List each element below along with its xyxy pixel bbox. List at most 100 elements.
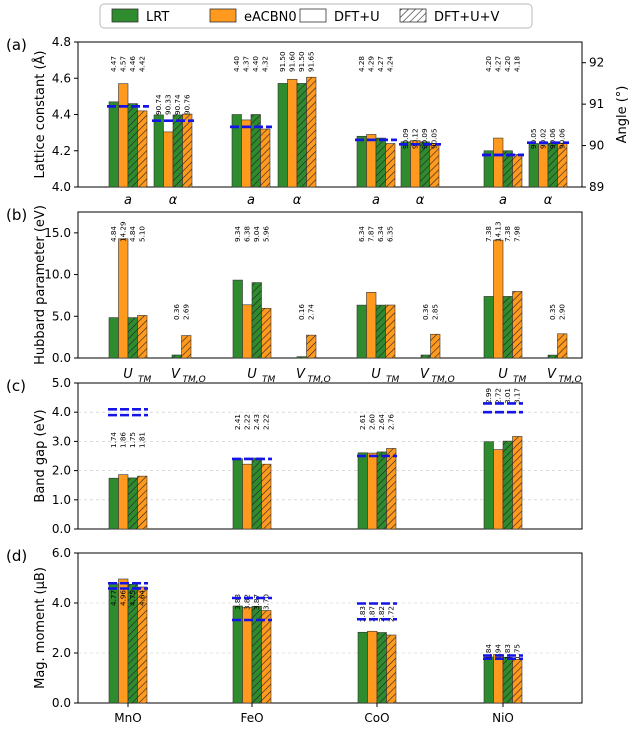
panel-b-CoO-xlabel-U-sub: TM — [386, 375, 399, 385]
panel-b-MnO-U-bar-1 — [118, 238, 129, 359]
panel-c-yticklabel-4: 4.0 — [52, 405, 71, 419]
panel-a-MnO-a-bar-1 — [118, 83, 129, 188]
panel-b-CoO-V-bar-0-hatch — [421, 354, 431, 358]
panel-a-NiO-alpha-bar-0 — [528, 143, 539, 188]
panel-a-lattice: (a) 4.0 4.2 4.4 4.6 4.8 Lattice constant (Å) 89… — [6, 35, 630, 208]
panel-b-MnO-V-label-1: 2.69 — [182, 304, 191, 320]
panel-b-yticklabel-3: 15.0 — [44, 226, 71, 240]
panel-d-CoO-bar-3-hatch — [386, 635, 396, 703]
panel-b-FeO-V-bar-0-hatch — [297, 356, 307, 358]
panel-a-yticklabel-3: 4.6 — [52, 71, 71, 85]
panel-a-MnO-alpha-bar-2-hatch — [173, 114, 183, 187]
panel-d-label: (d) — [6, 547, 27, 565]
panel-a-CoO-alpha-bar-2-hatch — [420, 141, 430, 187]
panel-a-CoO-xlabel-a: a — [372, 193, 380, 208]
panel-d-yticklabel-1: 2.0 — [52, 646, 71, 660]
panel-b-NiO-V-label-0: 0.35 — [548, 304, 557, 320]
panel-b-NiO-U-label-1: 14.13 — [494, 221, 503, 242]
panel-a-label: (a) — [6, 36, 27, 54]
panel-c-NiO-bar-1 — [493, 449, 504, 530]
panel-b-NiO-xlabel-U: U — [498, 367, 508, 382]
panel-a-y2ticklabel-0: 89 — [589, 180, 604, 194]
panel-a-FeO-alpha-bar-3-hatch — [306, 77, 316, 187]
panel-a-CoO-a-bar-0 — [356, 135, 367, 188]
panel-a-NiO-alpha-label-1: 90.02 — [539, 128, 548, 149]
panel-c-FeO-bar-2-hatch — [252, 458, 262, 529]
panel-c-FeO-bar-0 — [232, 458, 243, 530]
panel-c-CoO-label-3: 2.76 — [387, 414, 396, 430]
panel-b-FeO-xlabel-V-sub: TM,O — [308, 375, 331, 385]
panel-d-FeO-label-0: 3.88 — [233, 594, 242, 610]
panel-c-yticklabel-3: 3.0 — [52, 434, 71, 448]
panel-a-ylabel: Lattice constant (Å) — [32, 51, 48, 179]
panel-b-FeO-U-label-1: 6.38 — [243, 226, 252, 242]
panel-a-CoO-a-label-2: 4.27 — [376, 56, 385, 72]
panel-c-MnO-label-1: 1.86 — [119, 432, 128, 448]
panel-c-ylabel: Band gap (eV) — [33, 409, 48, 502]
panel-b-MnO-U-label-1: 14.29 — [119, 221, 128, 242]
panel-d-FeO-bar-3-hatch — [261, 610, 271, 703]
panel-c-MnO-bar-1 — [118, 474, 129, 530]
panel-b-MnO-U-label-2: 4.84 — [128, 226, 137, 242]
panel-b-FeO-U-bar-1 — [242, 304, 253, 359]
panel-b-CoO-V-label-0: 0.36 — [421, 304, 430, 320]
panel-b-MnO-U-label-0: 4.84 — [109, 226, 118, 242]
panel-a-FeO-a-label-3: 4.32 — [261, 56, 270, 72]
panel-b-CoO-xlabel-V-sub: TM,O — [432, 375, 455, 385]
panel-b-CoO-V-bar-1-hatch — [430, 334, 440, 358]
panel-c-MnO-bar-0 — [108, 477, 119, 530]
panel-d-NiO-bar-2-hatch — [503, 657, 513, 703]
panel-d-yticklabel-2: 4.0 — [52, 596, 71, 610]
panel-b-MnO-V-bar-0-hatch — [172, 354, 182, 358]
panel-b-MnO-V-bar-1-hatch — [181, 335, 191, 358]
legend-label-0: LRT — [146, 10, 169, 25]
panel-d-NiO-label-2: 1.83 — [503, 644, 512, 660]
panel-d-NiO-bar-0 — [483, 656, 494, 704]
panel-a-MnO-alpha-label-1: 90.33 — [164, 94, 173, 115]
panel-a-FeO-a-bar-3-hatch — [260, 129, 270, 187]
panel-a-CoO-xlabel-alpha: α — [416, 193, 425, 208]
panel-c-frame — [77, 382, 583, 530]
panel-a-yticklabel-0: 4.0 — [52, 180, 71, 194]
legend-label-3: DFT+U+V — [434, 10, 500, 25]
legend: LRT eACBN0 DFT+U DFT+U+V — [99, 3, 533, 29]
panel-d-MnO-label-0: 4.77 — [109, 590, 118, 606]
panel-b-FeO-V-bar-1-hatch — [306, 335, 316, 358]
panel-d-yticklabel-0: 0.0 — [52, 696, 71, 710]
panel-d-NiO-label-1: 1.94 — [494, 644, 503, 660]
panel-a-CoO-alpha-label-2: 90.09 — [420, 128, 429, 149]
panel-d-yticklabel-3: 6.0 — [52, 546, 71, 560]
panel-b-NiO-U-bar-0 — [483, 296, 494, 359]
panel-c-MnO-label-2: 1.75 — [128, 432, 137, 448]
panel-b-FeO-U-bar-3-hatch — [261, 308, 271, 358]
panel-c-yticklabel-0: 0.0 — [52, 522, 71, 536]
panel-a-MnO-alpha-bar-0 — [153, 114, 164, 188]
panel-b-CoO-U-bar-1 — [366, 292, 377, 359]
panel-c-FeO-label-3: 2.22 — [262, 414, 271, 430]
panel-a-yticklabel-2: 4.4 — [52, 108, 71, 122]
panel-a-FeO-a-bar-2-hatch — [251, 114, 261, 187]
panel-d-NiO-bar-1 — [493, 654, 504, 704]
panel-a-CoO-a-label-3: 4.24 — [386, 56, 395, 72]
panel-a-NiO-a-label-0: 4.20 — [484, 56, 493, 72]
panel-b-CoO-U-label-3: 6.35 — [386, 226, 395, 242]
panel-b-FeO-U-label-0: 9.34 — [233, 226, 242, 242]
panel-d-CoO-label-1: 2.87 — [368, 606, 377, 622]
panel-d-MnO-bar-3-hatch — [137, 587, 147, 703]
panel-a-NiO-xlabel-alpha: α — [544, 193, 553, 208]
panel-a-MnO-alpha-label-2: 90.74 — [173, 94, 182, 115]
panel-d-NiO-label-3: 1.75 — [513, 644, 522, 660]
panel-a-CoO-a-label-1: 4.29 — [367, 56, 376, 72]
panel-a-yticklabel-4: 4.8 — [52, 35, 71, 49]
panel-d-MnO-label-3: 4.64 — [138, 590, 147, 606]
panel-b-CoO-U-bar-2-hatch — [376, 305, 386, 358]
panel-c-CoO-label-0: 2.61 — [358, 414, 367, 430]
panel-b-MnO-xlabel-V-sub: TM,O — [183, 375, 206, 385]
panel-a-FeO-alpha-bar-0 — [277, 83, 288, 188]
legend-swatch-1 — [209, 8, 237, 23]
panel-d-MnO-label-2: 4.75 — [128, 590, 137, 606]
panel-c-FeO-label-2: 2.43 — [252, 414, 261, 430]
